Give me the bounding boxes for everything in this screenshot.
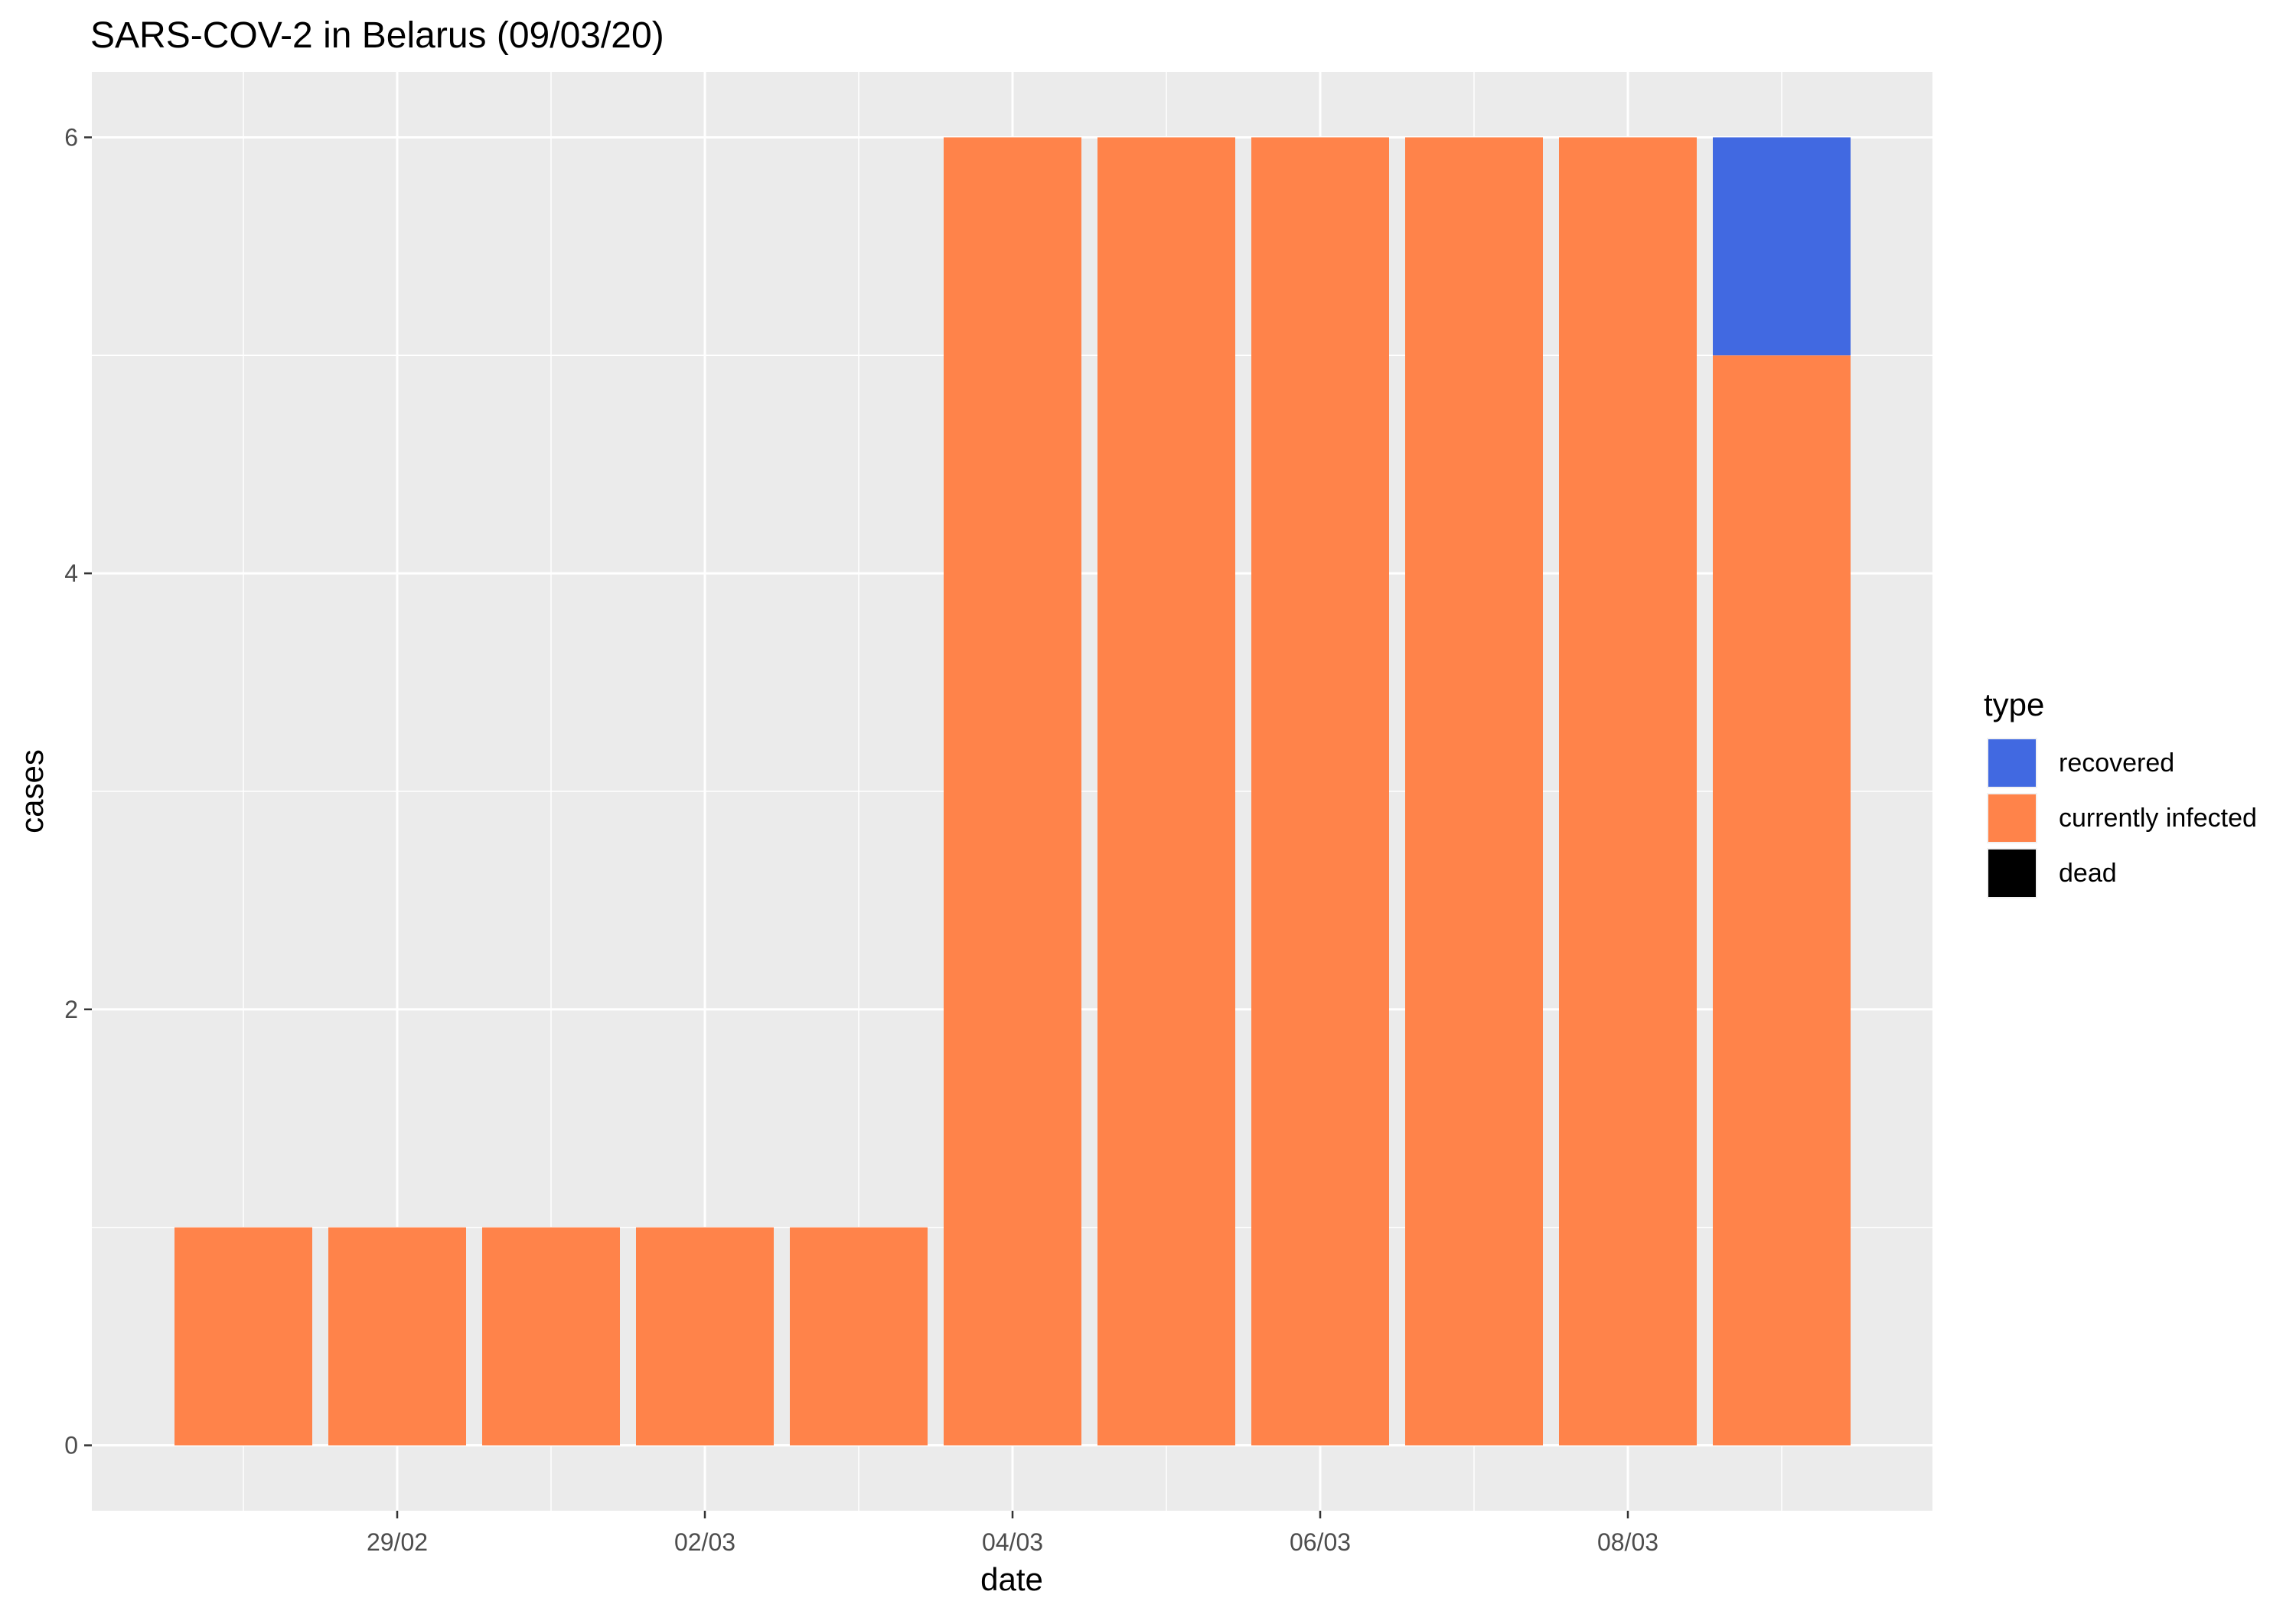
y-axis-label: cases bbox=[14, 749, 50, 833]
x-axis-label: date bbox=[980, 1561, 1043, 1597]
legend: type recovered currently infected dead bbox=[1984, 686, 2257, 898]
legend-label: dead bbox=[2059, 859, 2117, 888]
legend-swatch bbox=[1988, 794, 2036, 842]
x-tick-label: 04/03 bbox=[982, 1528, 1043, 1556]
bar-segment bbox=[944, 137, 1081, 1446]
x-tick-label: 02/03 bbox=[674, 1528, 735, 1556]
legend-title: type bbox=[1984, 686, 2044, 722]
y-tick-label: 0 bbox=[64, 1432, 78, 1459]
y-tick-label: 6 bbox=[64, 123, 78, 151]
legend-label: currently infected bbox=[2059, 804, 2257, 833]
x-axis: 29/02 02/03 04/03 06/03 08/03 bbox=[367, 1511, 1658, 1556]
bar-segment bbox=[482, 1227, 620, 1446]
y-axis: 0 2 4 6 bbox=[64, 123, 92, 1459]
y-tick-label: 2 bbox=[64, 996, 78, 1023]
bar-segment bbox=[1251, 137, 1389, 1446]
bar-segment bbox=[1713, 355, 1851, 1446]
bar-segment bbox=[1097, 137, 1235, 1446]
x-tick-label: 29/02 bbox=[367, 1528, 428, 1556]
bar-segment bbox=[174, 1227, 312, 1446]
bar-segment bbox=[1559, 137, 1697, 1446]
legend-label: recovered bbox=[2059, 748, 2174, 778]
bar-segment bbox=[1405, 137, 1543, 1446]
x-tick-label: 06/03 bbox=[1290, 1528, 1351, 1556]
bar-segment bbox=[1713, 137, 1851, 356]
legend-swatch bbox=[1988, 850, 2036, 897]
legend-items: recovered currently infected dead bbox=[1987, 738, 2257, 898]
bar-segment bbox=[328, 1227, 466, 1446]
chart-title: SARS-COV-2 in Belarus (09/03/20) bbox=[90, 15, 664, 56]
legend-swatch bbox=[1988, 739, 2036, 787]
x-tick-label: 08/03 bbox=[1597, 1528, 1658, 1556]
bars bbox=[174, 137, 1851, 1446]
y-tick-label: 4 bbox=[64, 559, 78, 587]
bar-segment bbox=[636, 1227, 774, 1446]
bar-segment bbox=[790, 1227, 928, 1446]
